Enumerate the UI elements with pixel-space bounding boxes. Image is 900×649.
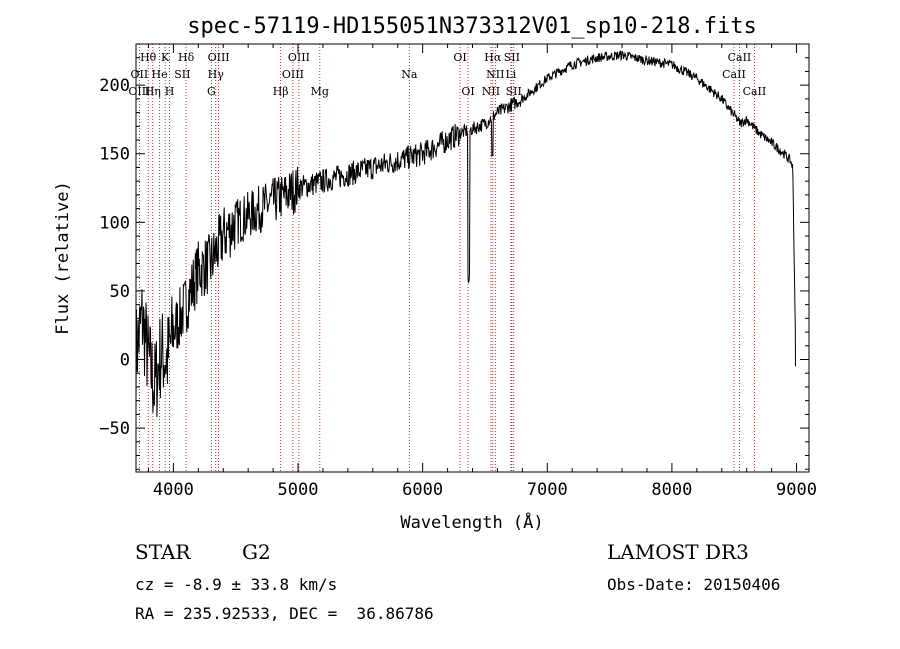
y-tick-label: −50 — [99, 419, 130, 439]
spectral-line-label: K — [161, 51, 170, 64]
plot-frame — [135, 43, 810, 473]
spectral-line-label: OIII — [128, 85, 150, 98]
spectral-line-label: SII — [506, 85, 522, 98]
spectral-line-label: NII — [482, 85, 500, 98]
y-tick-label: 200 — [99, 76, 130, 96]
coordinates: RA = 235.92533, DEC = 36.86786 — [135, 604, 434, 623]
x-tick-label: 5000 — [278, 480, 319, 500]
x-tick-label: 7000 — [527, 480, 568, 500]
spectral-line-label: OIII — [288, 51, 310, 64]
x-tick-label: 4000 — [153, 480, 194, 500]
spectral-line-label: Hα — [484, 51, 502, 64]
spectral-line-label: OIII — [208, 51, 230, 64]
spectral-line-label: CaII — [722, 68, 746, 81]
spectral-line-label: G — [207, 85, 216, 98]
spectral-line-label: Li — [505, 68, 516, 81]
spectral-line-label: SII — [504, 51, 520, 64]
spectral-line-label: CaII — [728, 51, 752, 64]
x-tick-label: 8000 — [651, 480, 692, 500]
x-axis-label: Wavelength (Å) — [400, 511, 543, 533]
spectral-line-label: OI — [453, 51, 466, 64]
spectral-line-label: Mg — [311, 85, 329, 98]
survey-name: LAMOST DR3 — [607, 540, 749, 564]
spectral-line-label: OI — [461, 85, 474, 98]
spectral-line-label: Hγ — [208, 68, 225, 81]
spectral-line-label: Hδ — [178, 51, 195, 64]
spectrum-series — [135, 50, 796, 418]
spectral-line-label: Hθ — [140, 51, 157, 64]
y-tick-label: 150 — [99, 145, 130, 165]
spectral-line-label: H — [165, 85, 175, 98]
obs-date: Obs-Date: 20150406 — [607, 575, 781, 594]
spectrum-line — [135, 50, 796, 418]
spectral-line-label: Na — [401, 68, 418, 81]
spectral-line-label: SII — [174, 68, 190, 81]
spectral-line-label: CaII — [743, 85, 767, 98]
spectral-line-label: OII — [131, 68, 149, 81]
spectral-line-label: He — [152, 68, 168, 81]
y-tick-label: 0 — [120, 351, 130, 371]
y-tick-label: 100 — [99, 213, 130, 233]
redshift-text: cz = -8.9 ± 33.8 km/s — [135, 575, 338, 594]
spectral-line-label: OIII — [282, 68, 304, 81]
x-tick-label: 6000 — [402, 480, 443, 500]
object-subclass: G2 — [242, 540, 271, 564]
chart-title: spec-57119-HD155051N373312V01_sp10-218.f… — [187, 14, 757, 39]
spectral-line-label: Hβ — [273, 85, 289, 98]
y-axis-label: Flux (relative) — [53, 181, 73, 335]
object-class: STAR — [135, 540, 191, 564]
axes: 4000 5000 6000 7000 8000 9000 −50 0 50 100 150 200 — [99, 44, 817, 500]
spectral-line-label: NII — [486, 68, 504, 81]
spectral-line-label: Hη — [145, 85, 161, 98]
y-tick-label: 50 — [110, 282, 130, 302]
x-tick-label: 9000 — [776, 480, 817, 500]
